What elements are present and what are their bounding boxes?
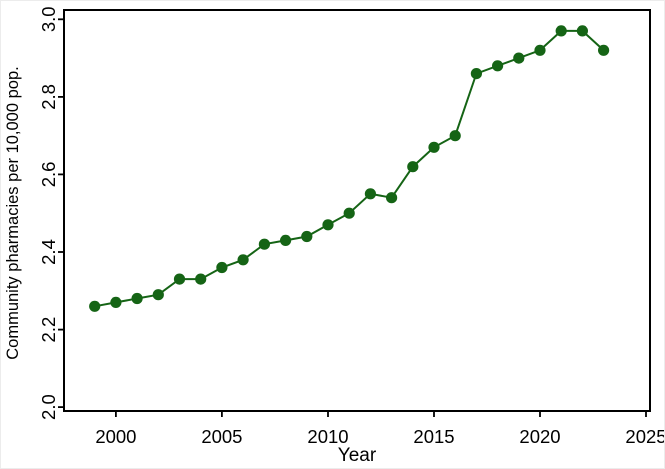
data-point — [280, 234, 292, 246]
y-axis-label: Community pharmacies per 10,000 pop. — [4, 66, 22, 360]
data-point — [89, 300, 101, 312]
x-tick-label: 2005 — [201, 426, 242, 447]
data-point — [492, 60, 504, 72]
data-point — [513, 52, 525, 64]
data-point — [428, 141, 440, 153]
data-point — [322, 219, 334, 231]
data-point — [449, 130, 461, 142]
data-point — [195, 273, 207, 285]
data-point — [301, 230, 313, 243]
plot-border — [63, 9, 651, 412]
data-point — [216, 261, 228, 274]
data-point — [258, 238, 270, 250]
y-tick-label: 2.8 — [38, 84, 59, 110]
x-tick-label: 2015 — [413, 426, 454, 447]
data-point — [110, 296, 122, 308]
y-tick-label: 2.4 — [38, 239, 59, 265]
x-tick-label: 2010 — [307, 426, 348, 447]
data-line — [94, 29, 605, 308]
y-tick-label: 2.6 — [38, 162, 59, 188]
data-point — [343, 207, 355, 219]
data-point — [237, 254, 249, 266]
data-point — [555, 25, 567, 37]
data-point — [173, 273, 186, 285]
data-point — [534, 44, 546, 56]
y-tick-label: 2.0 — [38, 394, 59, 420]
data-point — [407, 161, 419, 173]
x-tick-label: 2000 — [95, 426, 136, 447]
data-point — [131, 292, 143, 305]
data-point — [364, 188, 376, 200]
data-point — [576, 25, 589, 37]
x-tick-label: 2020 — [519, 426, 560, 447]
data-point — [152, 289, 164, 301]
x-tick-label: 2025 — [625, 426, 664, 447]
data-point — [470, 68, 482, 80]
data-point — [386, 192, 398, 204]
y-tick-label: 2.2 — [38, 317, 59, 343]
x-axis-label: Year — [338, 445, 377, 466]
data-point — [598, 44, 610, 56]
y-tick-label: 3.0 — [38, 6, 59, 32]
